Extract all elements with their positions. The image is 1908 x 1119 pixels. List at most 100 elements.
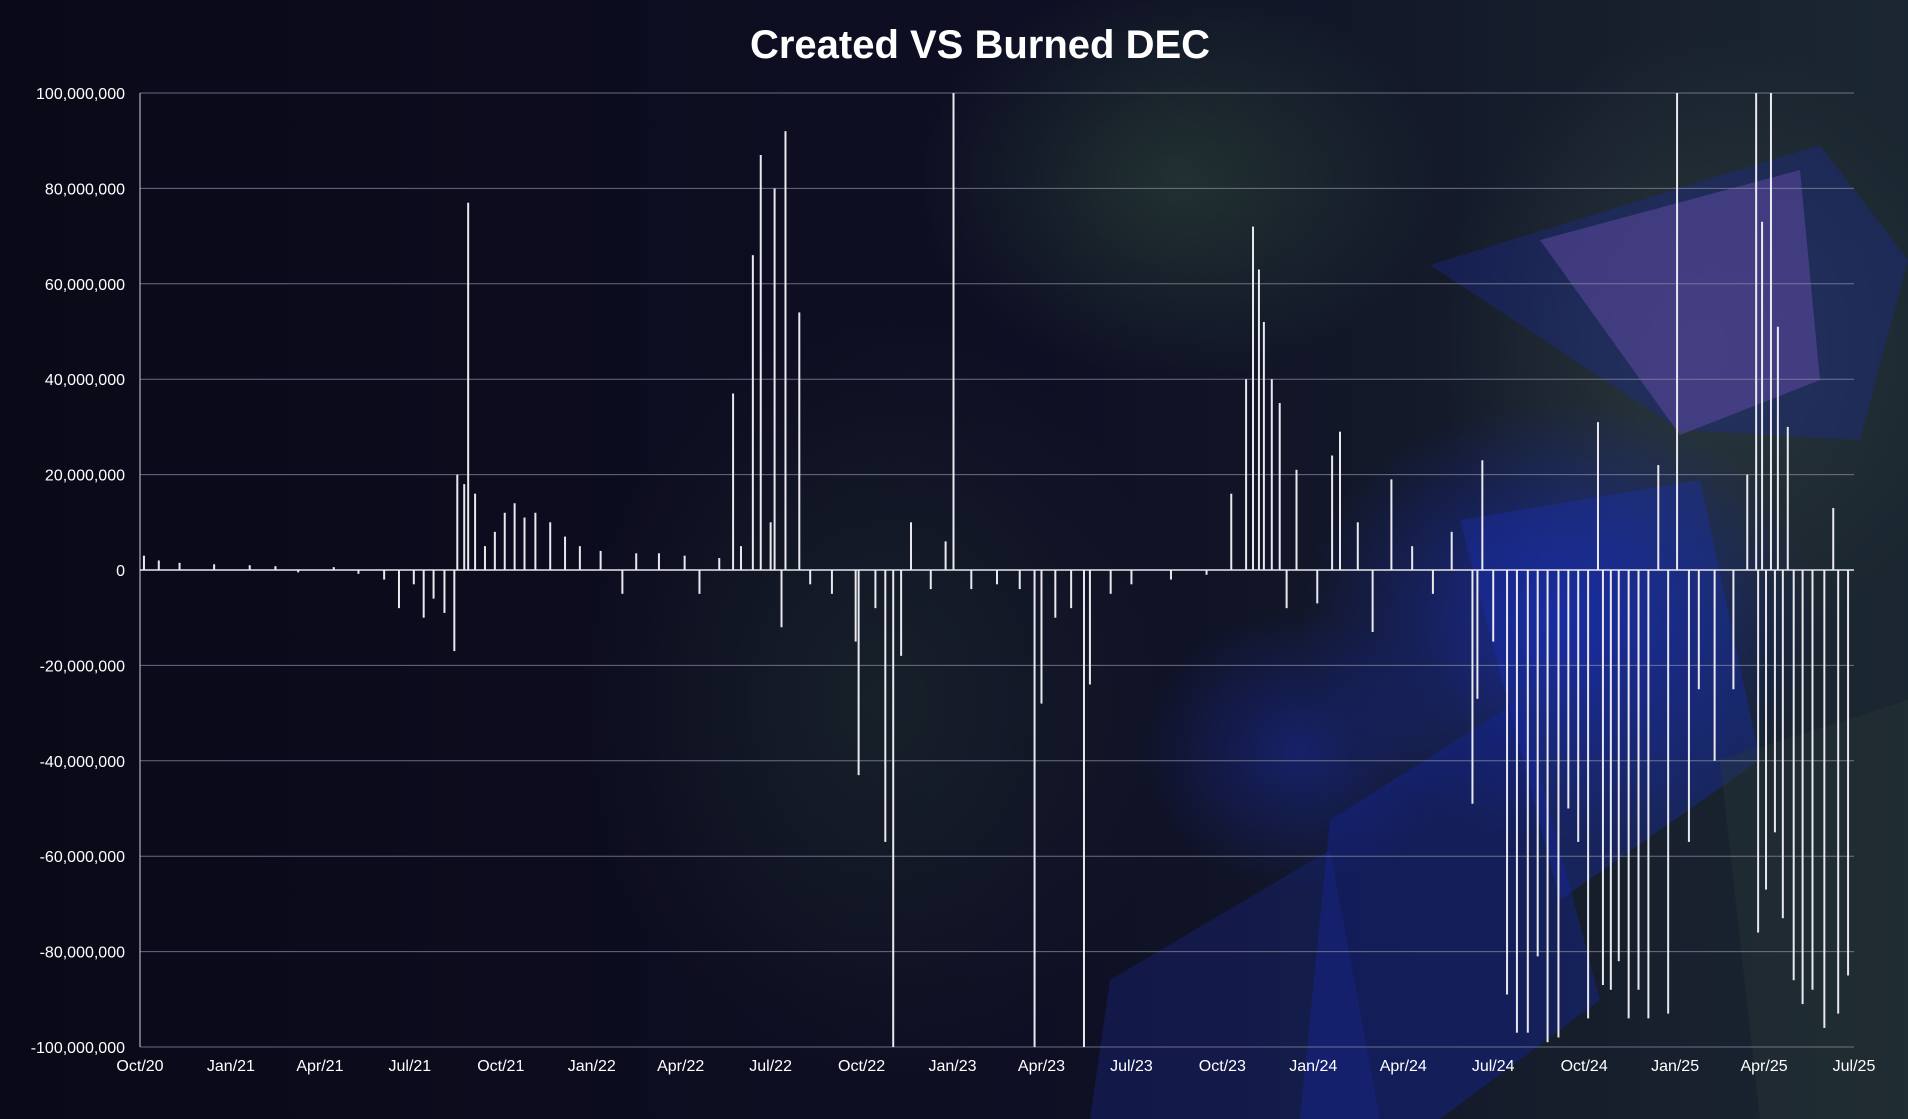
bar — [1801, 570, 1804, 1005]
bar — [1169, 570, 1172, 580]
x-tick-label: Apr/25 — [1740, 1058, 1787, 1075]
bar — [780, 570, 783, 628]
bar — [1295, 469, 1298, 570]
bar — [1832, 507, 1835, 570]
bar — [453, 570, 456, 652]
bar — [1205, 570, 1208, 575]
bar — [564, 536, 567, 570]
bar — [751, 255, 754, 570]
bar — [1697, 570, 1700, 690]
bar — [1515, 570, 1518, 1033]
bar — [1587, 570, 1590, 1019]
bar — [698, 570, 701, 594]
bar — [1270, 379, 1273, 570]
y-tick-label: 80,000,000 — [45, 181, 125, 198]
bar — [952, 93, 955, 570]
bar — [1285, 570, 1288, 609]
y-tick-label: -60,000,000 — [40, 849, 126, 866]
bar — [1257, 269, 1260, 570]
bar — [996, 570, 998, 585]
bar — [1526, 570, 1529, 1033]
bar — [773, 188, 776, 570]
bar — [1252, 226, 1255, 570]
bar — [1230, 493, 1233, 570]
bar — [1557, 570, 1560, 1038]
y-tick-label: 0 — [116, 563, 125, 580]
bar — [769, 522, 772, 570]
bar — [1823, 570, 1826, 1028]
bar — [412, 570, 415, 585]
bar — [683, 555, 686, 570]
axes — [139, 93, 1854, 1047]
bar — [1657, 465, 1660, 570]
bar — [1627, 570, 1630, 1019]
bar — [1847, 570, 1850, 976]
bar — [456, 474, 459, 570]
x-tick-label: Jan/23 — [928, 1058, 976, 1075]
bar — [1781, 570, 1784, 919]
bar — [357, 570, 360, 574]
bar — [523, 517, 526, 570]
x-tick-label: Oct/23 — [1199, 1058, 1246, 1075]
y-tick-label: -40,000,000 — [40, 754, 126, 771]
bar — [467, 202, 470, 570]
bar — [248, 565, 251, 570]
bar — [1773, 570, 1776, 833]
bar — [1769, 93, 1772, 570]
bar — [1018, 570, 1021, 590]
bar — [1837, 570, 1840, 1014]
bar — [1546, 570, 1549, 1043]
chart-title: Created VS Burned DEC — [750, 23, 1210, 67]
bar — [635, 553, 638, 570]
x-tick-label: Apr/21 — [296, 1058, 343, 1075]
bar — [1713, 570, 1716, 761]
bar — [874, 570, 877, 609]
bar — [1088, 570, 1091, 685]
bar — [1109, 570, 1112, 594]
bar — [503, 512, 506, 570]
x-tick-label: Jan/21 — [207, 1058, 255, 1075]
bar — [1356, 522, 1359, 570]
x-tick-label: Jul/21 — [388, 1058, 431, 1075]
bar — [900, 570, 903, 656]
bar — [1278, 403, 1281, 570]
bar — [474, 493, 477, 570]
bar — [830, 570, 833, 594]
x-tick-label: Apr/23 — [1018, 1058, 1065, 1075]
bar — [397, 570, 400, 609]
x-tick-label: Jul/23 — [1110, 1058, 1153, 1075]
bar — [970, 570, 973, 590]
bar — [493, 531, 496, 570]
y-tick-label: -80,000,000 — [40, 945, 126, 962]
bar — [1676, 93, 1679, 570]
bar — [1245, 379, 1248, 570]
bar — [1617, 570, 1620, 962]
bar — [297, 570, 300, 573]
y-tick-label: 60,000,000 — [45, 277, 125, 294]
bar — [1757, 570, 1760, 933]
bar — [1338, 431, 1341, 570]
bar — [1033, 570, 1036, 1047]
bar — [422, 570, 425, 618]
bar — [910, 522, 913, 570]
x-tick-label: Apr/24 — [1380, 1058, 1427, 1075]
x-tick-label: Apr/22 — [657, 1058, 704, 1075]
x-tick-label: Jan/22 — [568, 1058, 616, 1075]
x-tick-labels: Oct/20 Jan/21 Apr/21 Jul/21 Oct/21 Jan/22 Apr/… — [116, 1058, 1875, 1075]
bar — [657, 553, 660, 570]
bar — [1746, 474, 1749, 570]
bar — [142, 555, 145, 570]
bar — [1411, 546, 1414, 570]
bar — [1647, 570, 1650, 1019]
bar — [1450, 531, 1453, 570]
bar — [1082, 570, 1085, 1047]
bar — [432, 570, 435, 599]
x-tick-label: Jul/25 — [1833, 1058, 1876, 1075]
x-tick-label: Jan/25 — [1651, 1058, 1699, 1075]
bar — [178, 562, 181, 570]
bar — [1536, 570, 1539, 957]
bar — [1577, 570, 1580, 842]
bar — [1755, 93, 1758, 570]
y-tick-label: 40,000,000 — [45, 372, 125, 389]
bar — [213, 564, 216, 570]
